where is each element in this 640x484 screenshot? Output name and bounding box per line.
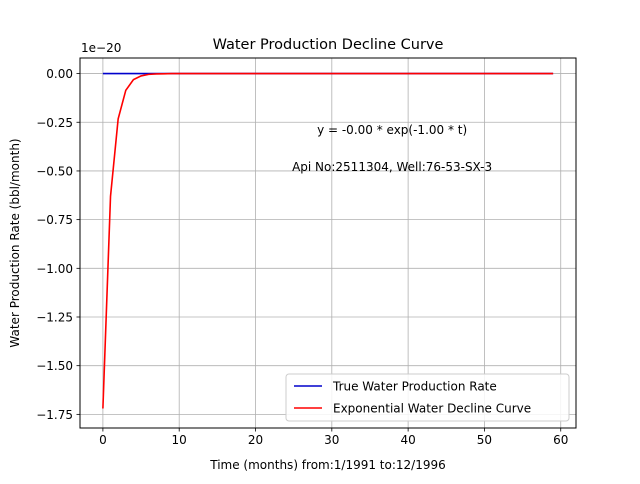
series-2-point [148,74,149,75]
tick-layer: 0 10 20 30 40 50 60 0.00 −0.25 −0.50 −0.75 −1.00 −1.… [36,67,568,447]
y-tick-label: −0.25 [36,116,73,130]
x-tick-label: 20 [248,433,263,447]
legend-box [285,373,570,422]
x-tick-label: 10 [172,433,187,447]
series-2-point [179,73,180,74]
y-tick-label: −1.00 [36,262,73,276]
legend-label-2: Exponential Water Decline Curve [333,402,531,416]
y-offset-text: 1e−20 [81,41,121,55]
annotation-layer: y = -0.00 * exp(-1.00 * t) Api No:2511304… [292,123,492,174]
y-axis-label: Water Production Rate (bbl/month) [8,138,22,347]
x-axis-label: Time (months) from:1/1991 to:12/1996 [209,458,446,472]
y-tick-label: −1.75 [36,408,73,422]
annotation-text: Api No:2511304, Well:76-53-SX-3 [292,160,492,174]
series-2-point [255,73,256,74]
y-tick-label: −1.25 [36,311,73,325]
x-tick-label: 40 [400,433,415,447]
series-2-point [163,73,164,74]
series-2-point [156,73,157,74]
x-tick-label: 50 [477,433,492,447]
series-2-point [408,73,409,74]
x-tick-label: 60 [553,433,568,447]
y-tick-label: −1.50 [36,359,73,373]
series-2-point [331,73,332,74]
grid-layer [80,58,576,428]
y-tick-label: −0.50 [36,164,73,178]
series-1-point [102,73,103,74]
series-layer [102,72,554,409]
series-2-point [553,73,554,74]
legend-label-1: True Water Production Rate [332,380,497,394]
y-tick-label: 0.00 [46,67,73,81]
y-tick-label: −0.75 [36,213,73,227]
series-2-point [217,73,218,74]
x-tick-label: 0 [99,433,107,447]
series-line-2 [102,72,554,409]
series-2-point [133,79,134,80]
series-2-point [484,73,485,74]
series-2-point [118,118,119,119]
series-2-point [102,408,103,409]
legend: True Water Production Rate Exponential Wa… [285,373,570,422]
chart-title: Water Production Decline Curve [213,37,444,53]
plot-frame [79,57,577,429]
series-2-point [110,196,111,197]
series-2-point [171,73,172,74]
series-2-point [125,90,126,91]
annotation-text: y = -0.00 * exp(-1.00 * t) [317,123,467,137]
series-2-point [140,75,141,76]
x-tick-label: 30 [324,433,339,447]
